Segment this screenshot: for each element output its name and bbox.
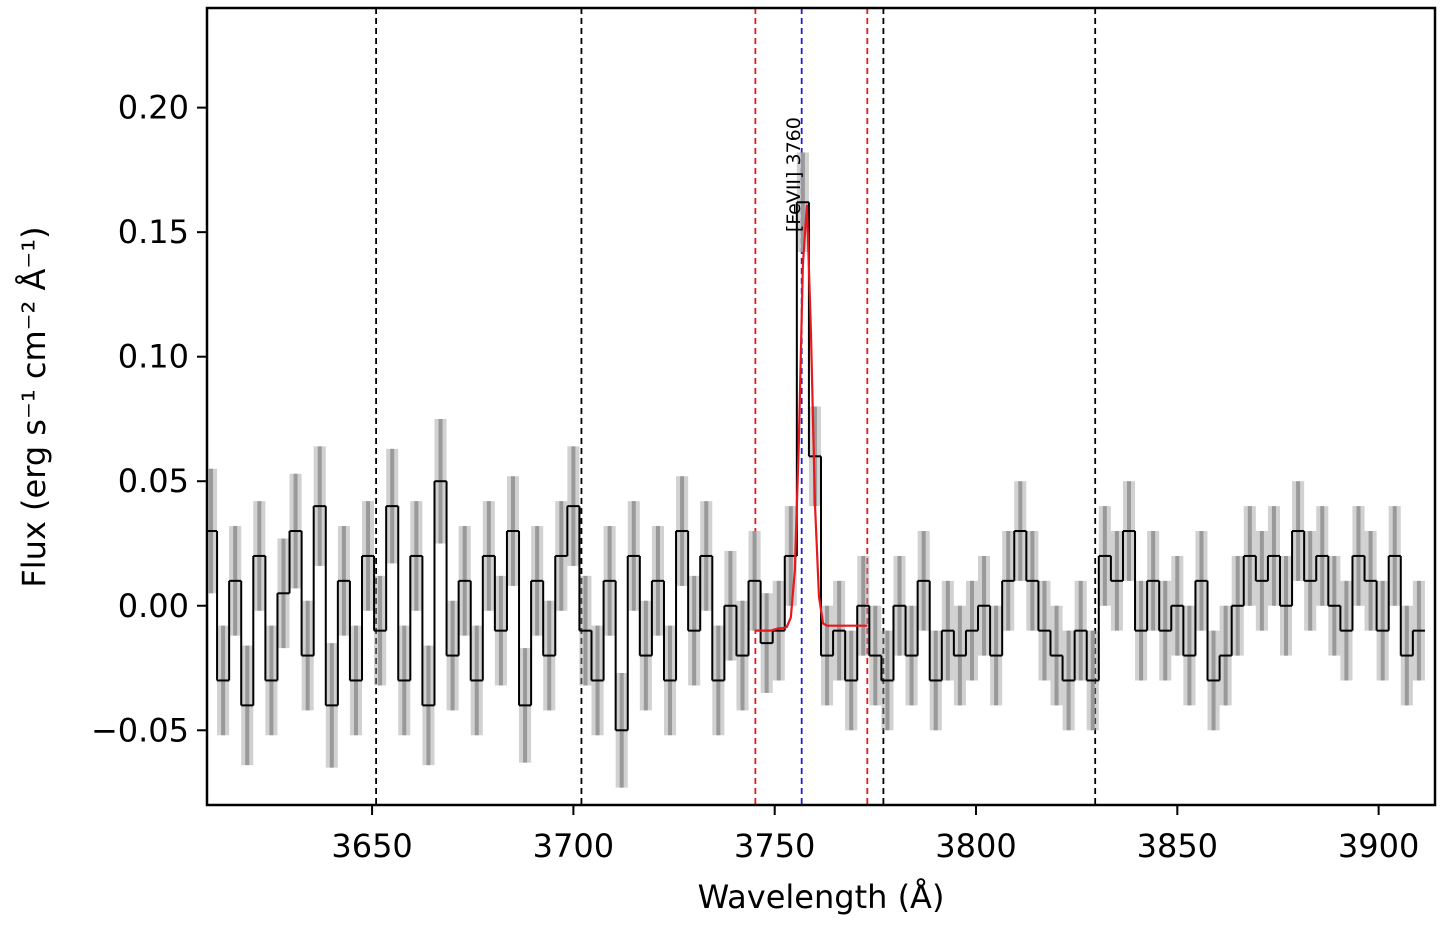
x-tick-label: 3900 [1338,827,1419,865]
step-connector [216,202,1414,731]
x-tick-label: 3750 [734,827,815,865]
x-axis-label: Wavelength (Å) [698,878,945,916]
y-tick-label: 0.15 [118,213,189,251]
plot-frame [205,6,1437,807]
y-axis-label: Flux (erg s⁻¹ cm⁻² Å⁻¹) [15,226,53,587]
y-tick-label: 0.10 [118,338,189,376]
y-tick-label: −0.05 [91,711,189,749]
y-tick-label: 0.00 [118,587,189,625]
x-tick-label: 3850 [1137,827,1218,865]
y-tick-label: 0.20 [118,89,189,127]
annotation: [FeVII] 3760 [783,117,805,232]
y-tick-label: 0.05 [118,462,189,500]
x-tick-label: 3700 [533,827,614,865]
fit-line [754,204,868,632]
x-tick-label: 3650 [331,827,412,865]
x-tick-label: 3800 [935,827,1016,865]
